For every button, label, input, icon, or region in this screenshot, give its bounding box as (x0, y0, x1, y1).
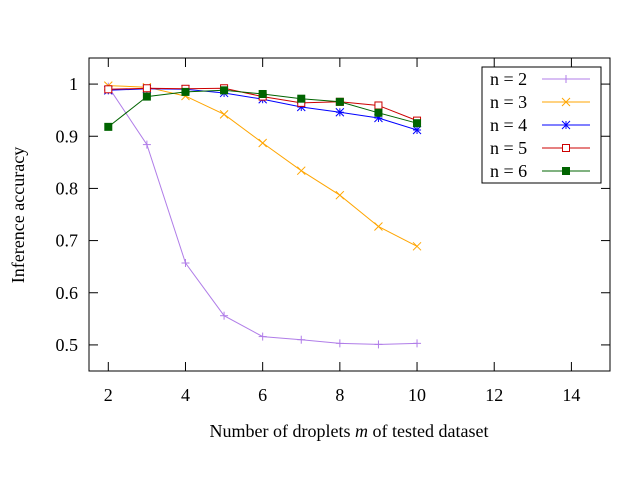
legend-label: n = 2 (490, 69, 527, 89)
data-point (374, 108, 383, 117)
marker-stroke (335, 190, 345, 200)
data-point (374, 222, 383, 231)
marker-square (297, 94, 306, 103)
data-point (374, 101, 383, 110)
data-point (335, 97, 344, 106)
data-point (258, 89, 267, 98)
legend-item: n = 3 (490, 92, 590, 112)
data-point (142, 92, 151, 101)
marker-stroke (335, 107, 345, 117)
marker-square (142, 92, 151, 101)
series-5 (104, 86, 422, 131)
data-point (296, 166, 306, 176)
data-point (412, 125, 422, 135)
data-point (561, 120, 571, 130)
data-point (562, 75, 570, 83)
data-point (181, 87, 190, 96)
legend-item: n = 5 (490, 138, 590, 158)
x-axis-label-part-1: Number of droplets (210, 421, 355, 441)
x-tick-label: 2 (104, 385, 113, 405)
marker-square (562, 167, 570, 175)
legend-item: n = 2 (490, 69, 590, 89)
data-point (142, 84, 151, 93)
x-tick-label: 6 (258, 385, 267, 405)
series-2 (103, 81, 422, 251)
marker-square (104, 122, 113, 131)
data-point (220, 86, 229, 95)
legend-item: n = 4 (490, 115, 590, 135)
marker-square (220, 86, 229, 95)
legend-label: n = 3 (490, 92, 527, 112)
data-point (104, 122, 113, 131)
marker-stroke (374, 222, 383, 231)
x-tick-label: 12 (485, 385, 503, 405)
data-point (142, 140, 151, 149)
legend-item: n = 6 (490, 161, 590, 181)
data-point (335, 339, 344, 348)
marker-stroke (561, 120, 571, 130)
marker-stroke (412, 125, 422, 135)
data-point (413, 339, 422, 348)
data-point (335, 107, 345, 117)
marker-square (142, 84, 151, 93)
marker-stroke (296, 166, 306, 176)
data-point (562, 144, 570, 152)
data-point (258, 332, 267, 341)
series-line (107, 86, 418, 345)
legend: n = 2 n = 3 n = 4 n = 5 n = 6 (481, 66, 602, 184)
legend-label: n = 5 (490, 138, 527, 158)
x-axis-label-part-2: of tested dataset (368, 421, 488, 441)
marker-stroke (412, 241, 422, 251)
y-tick-label: 0.5 (56, 335, 79, 355)
data-point (297, 335, 306, 344)
x-tick-label: 10 (408, 385, 426, 405)
marker-square (258, 89, 267, 98)
data-point (412, 241, 422, 251)
marker-square (562, 144, 570, 152)
marker-square (374, 108, 383, 117)
axes: 2 4 6 8 10 12 14 0.5 0.6 0.7 0.8 0.9 1 (56, 57, 611, 405)
data-point (104, 85, 113, 94)
marker-square (413, 119, 422, 128)
plot-border (88, 57, 611, 372)
marker-stroke (219, 109, 229, 119)
marker-square (374, 101, 383, 110)
marker-stroke (561, 97, 571, 107)
y-tick-label: 1 (69, 74, 78, 94)
data-point (335, 190, 345, 200)
data-point (220, 311, 229, 320)
data-point (297, 94, 306, 103)
x-tick-label: 8 (335, 385, 344, 405)
marker-square (181, 87, 190, 96)
data-point (219, 109, 229, 119)
data-point (258, 138, 268, 148)
y-tick-label: 0.7 (56, 231, 79, 251)
series-layer (103, 81, 422, 349)
y-axis-label: Inference accuracy (8, 147, 28, 283)
data-point (561, 97, 571, 107)
marker-stroke (258, 138, 268, 148)
data-point (181, 259, 190, 268)
y-tick-label: 0.8 (56, 178, 79, 198)
data-point (413, 119, 422, 128)
x-axis-label: Number of droplets m of tested dataset (210, 421, 489, 441)
data-point (562, 167, 570, 175)
x-tick-label: 4 (181, 385, 190, 405)
y-tick-label: 0.6 (56, 283, 79, 303)
marker-square (104, 85, 113, 94)
y-tick-label: 0.9 (56, 126, 79, 146)
x-tick-label: 14 (562, 385, 580, 405)
series-1 (104, 82, 422, 349)
marker-square (335, 97, 344, 106)
series-line (108, 85, 418, 247)
legend-label: n = 4 (490, 115, 527, 135)
data-point (374, 340, 383, 349)
x-axis-label-variable: m (355, 421, 368, 441)
legend-label: n = 6 (490, 161, 527, 181)
